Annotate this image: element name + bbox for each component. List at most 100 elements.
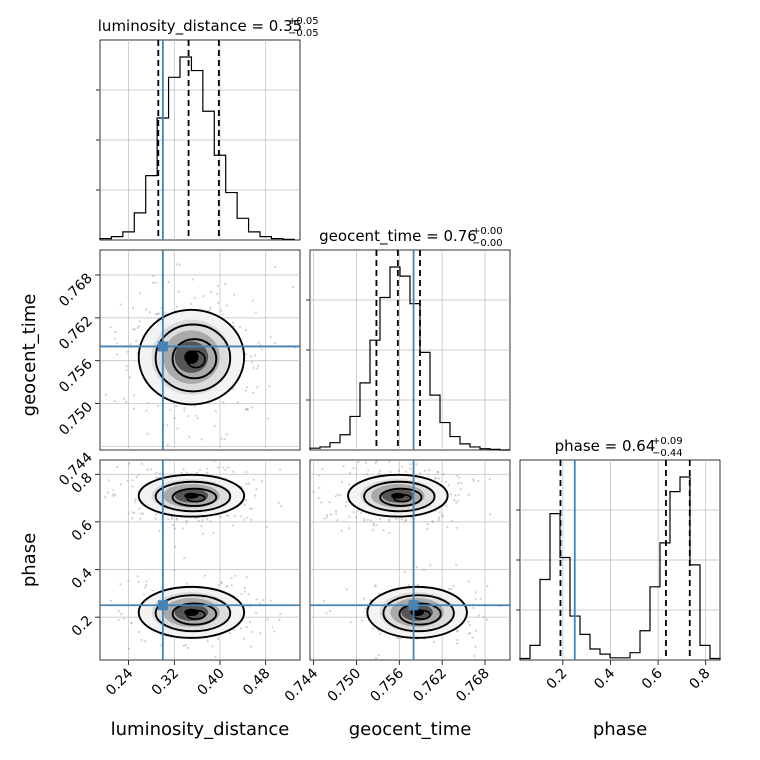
- scatter-point: [193, 405, 196, 408]
- scatter-point: [120, 613, 123, 616]
- scatter-point: [160, 644, 163, 647]
- scatter-point: [250, 507, 253, 511]
- panel-phase_vs_luminosity_distance: [99, 459, 301, 661]
- scatter-point: [213, 460, 216, 463]
- contour-line-3: [186, 609, 206, 620]
- scatter-point: [109, 599, 113, 603]
- scatter-point: [185, 521, 188, 524]
- scatter-point: [330, 513, 333, 516]
- scatter-point: [318, 486, 321, 490]
- scatter-point: [233, 514, 236, 517]
- scatter-point: [423, 469, 426, 472]
- scatter-point: [486, 584, 489, 588]
- scatter-point: [397, 637, 400, 640]
- scatter-point: [379, 469, 382, 472]
- scatter-point: [416, 583, 419, 587]
- scatter-point: [225, 585, 228, 588]
- contour-line-3: [186, 350, 206, 369]
- scatter-point: [266, 618, 269, 621]
- plot-layer: 0.24 0.32 0.40 0.48 0.744 0.750 0.756 0.762 0.76…: [56, 39, 721, 705]
- scatter-point: [145, 583, 148, 586]
- scatter-point: [246, 516, 249, 519]
- scatter-point: [132, 328, 135, 331]
- scatter-point: [426, 523, 429, 526]
- scatter-point: [374, 461, 377, 465]
- scatter-point: [136, 575, 139, 578]
- scatter-point: [244, 353, 247, 356]
- scatter-point: [389, 470, 392, 474]
- scatter-point: [363, 519, 366, 523]
- scatter-point: [467, 632, 470, 635]
- scatter-point: [154, 281, 157, 284]
- scatter-point: [173, 416, 176, 419]
- scatter-point: [363, 517, 366, 520]
- scatter-point: [260, 480, 263, 483]
- scatter-point: [375, 657, 378, 660]
- scatter-point: [222, 466, 225, 469]
- scatter-point: [216, 637, 220, 641]
- scatter-point: [236, 401, 239, 404]
- scatter-point: [405, 519, 408, 522]
- ylabel-phase: phase: [19, 533, 40, 587]
- scatter-point: [155, 313, 158, 316]
- scatter-point: [455, 501, 458, 504]
- scatter-point: [348, 483, 351, 486]
- scatter-point: [246, 408, 249, 411]
- scatter-point: [115, 342, 119, 345]
- contour-line-0: [137, 585, 246, 639]
- scatter-point: [135, 476, 138, 479]
- scatter-point: [273, 630, 276, 633]
- scatter-point: [467, 620, 470, 624]
- scatter-point: [139, 292, 142, 295]
- scatter-point: [219, 515, 222, 519]
- scatter-point: [274, 342, 277, 345]
- title-phase-plus: +0.09: [652, 436, 683, 447]
- scatter-point: [395, 518, 398, 521]
- scatter-point: [140, 638, 143, 642]
- scatter-point: [403, 570, 406, 574]
- scatter-point: [364, 607, 367, 610]
- scatter-point: [323, 599, 326, 603]
- scatter-point: [453, 499, 456, 502]
- scatter-point: [143, 593, 146, 596]
- scatter-point: [244, 498, 247, 501]
- scatter-point: [130, 622, 133, 625]
- scatter-point: [136, 326, 139, 329]
- scatter-point: [438, 511, 441, 514]
- scatter-point: [244, 389, 247, 392]
- scatter-point: [456, 642, 459, 645]
- scatter-point: [223, 438, 226, 441]
- scatter-point: [157, 312, 161, 315]
- scatter-point: [127, 647, 131, 650]
- scatter-point: [132, 407, 135, 410]
- scatter-point: [477, 614, 481, 617]
- scatter-point: [146, 402, 149, 405]
- title-luminosity-distance-minus: −0.05: [288, 28, 319, 39]
- scatter-point: [474, 591, 477, 594]
- contour-line-0: [366, 585, 468, 639]
- contour-line-2: [171, 338, 218, 380]
- scatter-point: [116, 465, 119, 469]
- scatter-point: [340, 480, 343, 484]
- scatter-point: [366, 518, 369, 522]
- scatter-point: [133, 328, 136, 331]
- scatter-point: [360, 619, 363, 622]
- scatter-point: [251, 406, 254, 409]
- scatter-point: [378, 517, 382, 521]
- scatter-point: [349, 621, 352, 624]
- scatter-point: [208, 308, 212, 311]
- scatter-point: [109, 326, 112, 329]
- scatter-point: [212, 531, 215, 534]
- scatter-point: [471, 636, 474, 639]
- scatter-point: [201, 519, 204, 522]
- scatter-point: [485, 618, 489, 621]
- scatter-point: [196, 471, 199, 474]
- scatter-point: [404, 518, 407, 522]
- scatter-point: [325, 514, 329, 517]
- scatter-point: [349, 472, 352, 475]
- scatter-point: [437, 516, 441, 519]
- scatter-point: [245, 576, 248, 579]
- scatter-point: [477, 480, 480, 483]
- title-luminosity-distance-plus: +0.05: [288, 16, 319, 27]
- scatter-point: [154, 517, 157, 520]
